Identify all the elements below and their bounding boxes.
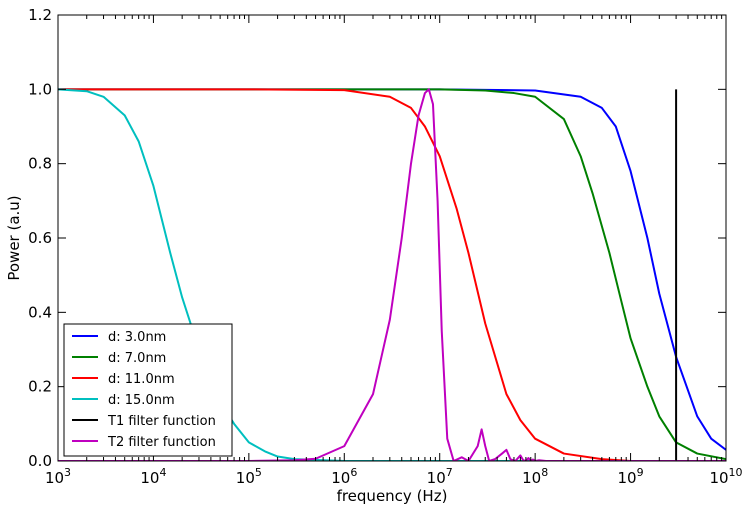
x-tick-label: 109 [618,466,644,487]
x-tick-label: 105 [236,466,262,487]
x-tick-label: 108 [522,466,548,487]
x-tick-label: 104 [140,466,166,487]
legend-box [63,323,233,457]
y-tick-label: 1.2 [28,6,52,24]
series-line-3 [58,88,726,461]
y-tick-label: 0.0 [28,452,52,470]
legend-label: T2 filter function [107,435,216,450]
series-line-2 [58,88,726,461]
x-tick-label: 1010 [709,466,742,487]
legend: d: 3.0nm d: 7.0nm d: 11.0nm d: 15.0nm T1 fil… [63,323,233,457]
x-tick-label: 107 [427,466,453,487]
x-tick-label: 106 [331,466,357,487]
legend-label: T1 filter function [107,414,216,429]
y-tick-label: 0.6 [28,229,52,247]
tick-labels: 103 104 105 106 107 108 109 1010 0.0 0.2 0.4 0.6 0.8… [28,6,742,487]
y-tick-label: 0.8 [28,155,52,173]
y-tick-label: 0.2 [28,378,52,396]
legend-label: d: 15.0nm [108,393,175,408]
legend-label: d: 7.0nm [108,351,166,366]
y-tick-label: 0.4 [28,303,52,321]
legend-label: d: 11.0nm [108,372,175,387]
series-line-1 [58,88,726,451]
x-tick-label: 103 [45,466,71,487]
ticks [57,14,727,462]
plot-lines [58,88,726,461]
series-line-6 [58,88,726,461]
x-axis-label: frequency (Hz) [337,487,448,505]
y-axis-label: Power (a.u) [5,195,23,280]
legend-label: d: 3.0nm [108,330,166,345]
y-tick-label: 1.0 [28,80,52,98]
